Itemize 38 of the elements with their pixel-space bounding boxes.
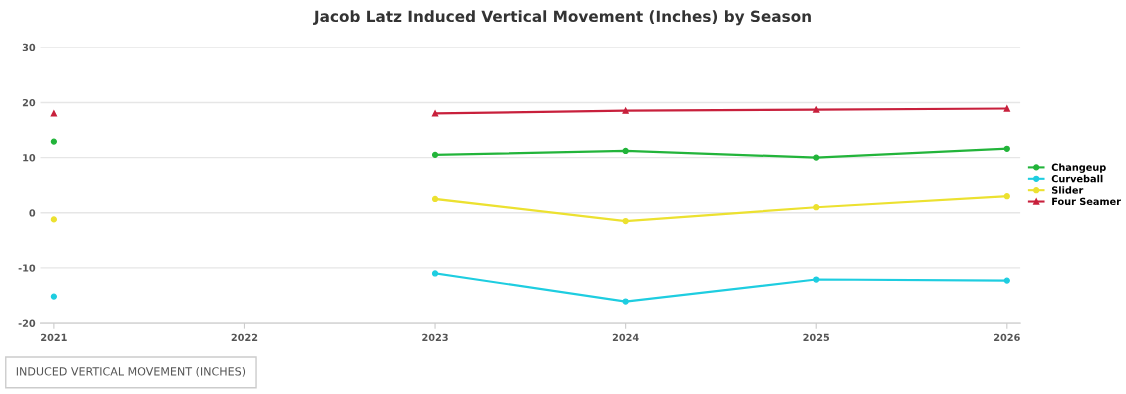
y-tick-label: 0 (29, 209, 36, 217)
point (431, 151, 439, 158)
x-tick-label: 2025 (803, 333, 830, 342)
legend-label: Changeup (1051, 163, 1106, 173)
y-tick-label: 10 (23, 154, 36, 162)
point (431, 195, 439, 203)
legend-label: Curveball (1051, 174, 1103, 183)
point (431, 110, 439, 117)
text: INDUCED VERTICAL MOVEMENT (INCHES) (16, 366, 246, 377)
x-tick-label: 2022 (231, 333, 258, 342)
y-tick-label: 20 (22, 98, 36, 107)
y-tick-label: 30 (22, 43, 36, 52)
point (50, 293, 58, 300)
chart-title: Jacob Latz Induced Vertical Movement (Inches) by Season (313, 10, 811, 26)
point (1003, 145, 1010, 152)
point (622, 147, 629, 155)
point (813, 204, 820, 211)
y-tick-label: -20 (18, 319, 36, 327)
x-tick-label: 2024 (612, 333, 639, 342)
point (50, 216, 58, 223)
point (1003, 193, 1010, 200)
x-tick-label: 2021 (41, 333, 67, 342)
point (813, 276, 820, 283)
point (1003, 105, 1010, 112)
point (813, 154, 820, 161)
point (622, 217, 629, 225)
point (622, 298, 629, 305)
x-tick-label: 2023 (422, 333, 448, 342)
legend-label: Slider (1051, 186, 1084, 194)
point (431, 270, 439, 277)
y-tick-label: -10 (18, 264, 36, 272)
x-tick-label: 2026 (994, 333, 1020, 342)
point (50, 110, 58, 117)
point (813, 106, 820, 113)
legend-label: Four Seamer (1052, 197, 1121, 206)
point (1003, 277, 1010, 284)
point (50, 138, 58, 145)
point (622, 107, 629, 114)
